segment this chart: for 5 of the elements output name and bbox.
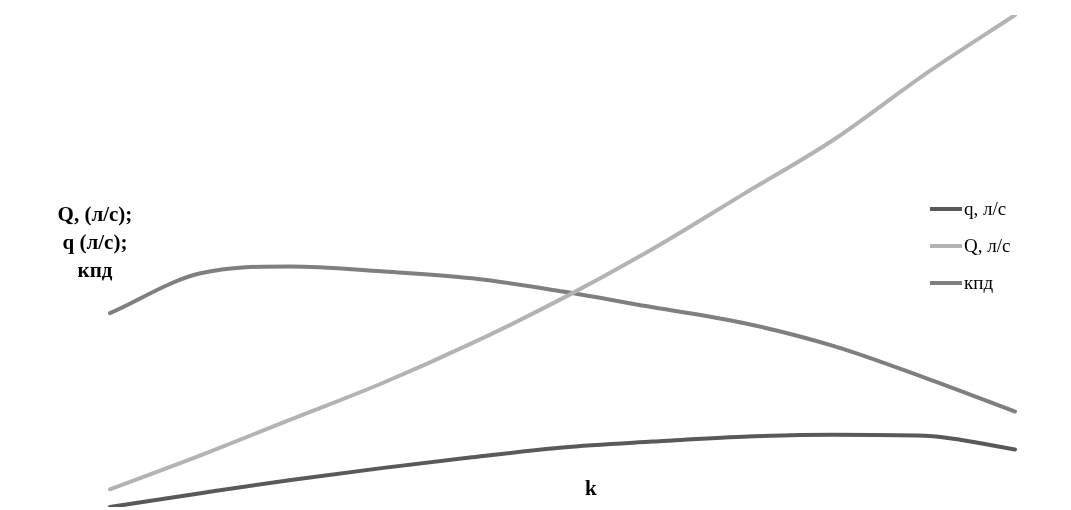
legend-label: Q, л/с <box>964 234 1011 257</box>
legend-label: q, л/с <box>964 197 1007 220</box>
legend-label: кпд <box>964 271 994 294</box>
x-axis-title: k <box>585 476 597 501</box>
y-axis-title: Q, (л/с); q (л/с); кпд <box>56 201 134 284</box>
